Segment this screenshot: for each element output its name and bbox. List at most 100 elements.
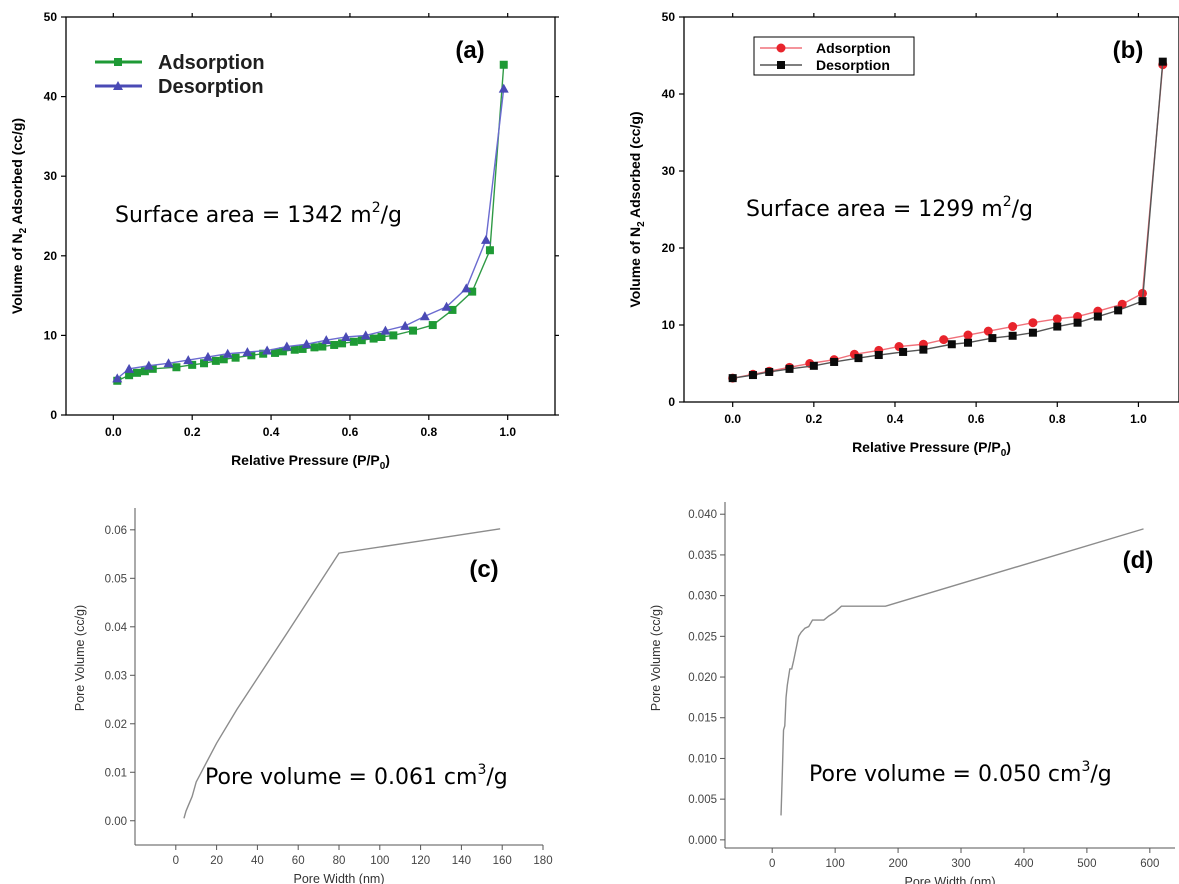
data-point-adsorption xyxy=(140,367,149,376)
data-point-desorption xyxy=(1028,328,1037,337)
data-point-desorption xyxy=(988,334,997,343)
data-point-desorption xyxy=(262,345,273,355)
isotherm-chart-b: 0.0 0.2 0.4 0.6 0.8 1.0 0 10 20 30 40 50 Relative Pr… xyxy=(590,0,1179,480)
data-point-desorption xyxy=(728,374,737,383)
y-tick-label: 0.06 xyxy=(105,525,127,537)
y-tick-label: 20 xyxy=(44,249,58,263)
y-tick-label: 0.05 xyxy=(105,573,127,585)
x-tick-label: 160 xyxy=(493,855,512,867)
y-tick-label: 0.010 xyxy=(688,753,717,765)
data-point-desorption xyxy=(899,347,908,356)
data-point-desorption xyxy=(1073,318,1082,327)
pore-volume-curve xyxy=(183,528,501,819)
data-point-desorption xyxy=(964,338,973,347)
y-tick-label: 50 xyxy=(44,10,58,24)
data-point-adsorption xyxy=(1008,322,1018,332)
y-axis-label: Pore Volume (cc/g) xyxy=(649,605,663,711)
data-point-adsorption xyxy=(132,368,141,377)
data-point-adsorption xyxy=(172,363,181,372)
x-tick-label: 120 xyxy=(411,855,430,867)
data-point-desorption xyxy=(1053,322,1062,331)
data-point-desorption xyxy=(1138,297,1147,306)
y-tick-label: 0 xyxy=(668,395,675,409)
isotherm-chart-a-svg: 0.0 0.2 0.4 0.6 0.8 1.0 0 10 20 30 40 50 Relative Pr… xyxy=(9,10,559,472)
data-point-desorption xyxy=(301,339,312,349)
data-point-desorption xyxy=(400,320,411,330)
y-tick-label: 0 xyxy=(50,408,57,422)
data-point-adsorption xyxy=(485,246,494,255)
x-tick-label: 1.0 xyxy=(1130,412,1147,426)
data-point-desorption xyxy=(480,234,491,244)
x-tick-label: 60 xyxy=(292,855,305,867)
x-tick-label: 80 xyxy=(333,855,346,867)
y-tick-label: 0.02 xyxy=(105,719,127,731)
data-point-adsorption xyxy=(278,347,287,356)
y-tick-label: 0.03 xyxy=(105,670,127,682)
pore-volume-annotation: Pore volume = 0.061 cm3/g xyxy=(205,762,508,790)
data-point-adsorption xyxy=(377,332,386,341)
data-point-adsorption xyxy=(389,331,398,340)
data-point-adsorption xyxy=(290,345,299,354)
y-tick-label: 0.020 xyxy=(688,672,717,684)
data-point-adsorption xyxy=(219,355,228,364)
y-tick-label: 0.01 xyxy=(105,767,127,779)
pore-volume-chart-c-svg: 0 20 40 60 80 100 120 140 160 180 0.00 0.01 0.02 0.03… xyxy=(73,508,553,884)
y-tick-label: 0.005 xyxy=(688,794,717,806)
data-point-desorption xyxy=(1158,57,1167,66)
data-point-desorption xyxy=(222,348,233,358)
y-axis-label: Volume of N2 Adsorbed (cc/g) xyxy=(627,111,647,307)
x-axis-label: Pore Width (nm) xyxy=(294,872,385,884)
x-tick-label: 500 xyxy=(1077,858,1096,870)
y-tick-label: 0.030 xyxy=(688,591,717,603)
x-tick-label: 20 xyxy=(210,855,223,867)
data-point-desorption xyxy=(143,360,154,370)
data-point-desorption xyxy=(281,341,292,351)
y-tick-label: 0.04 xyxy=(105,622,128,634)
data-point-desorption xyxy=(183,355,194,365)
data-point-adsorption xyxy=(349,337,358,346)
y-tick-label: 10 xyxy=(662,318,676,332)
x-tick-label: 0.6 xyxy=(342,425,359,439)
x-tick-label: 600 xyxy=(1140,858,1159,870)
x-tick-label: 40 xyxy=(251,855,264,867)
data-point-desorption xyxy=(163,358,174,368)
data-point-adsorption xyxy=(318,342,327,351)
data-point-desorption xyxy=(321,335,332,345)
x-tick-label: 0 xyxy=(173,855,179,867)
pore-volume-chart-d-svg: 0 100 200 300 400 500 600 0.000 0.005 0.010 0.015 0… xyxy=(649,502,1175,884)
legend-marker-desorption xyxy=(777,61,785,69)
data-point-adsorption xyxy=(188,360,197,369)
x-tick-label: 180 xyxy=(533,855,552,867)
data-point-desorption xyxy=(785,364,794,373)
legend-label-adsorption: Adsorption xyxy=(816,40,891,56)
data-point-adsorption xyxy=(499,60,508,69)
x-tick-label: 300 xyxy=(951,858,970,870)
x-tick-label: 100 xyxy=(826,858,845,870)
y-tick-label: 0.00 xyxy=(105,816,127,828)
data-point-adsorption xyxy=(1028,318,1038,328)
data-point-adsorption xyxy=(1052,314,1062,324)
pore-volume-annotation: Pore volume = 0.050 cm3/g xyxy=(809,759,1112,787)
y-tick-label: 50 xyxy=(662,10,676,24)
series-line-desorption xyxy=(116,88,505,379)
panel-letter: (c) xyxy=(469,556,498,583)
x-tick-label: 1.0 xyxy=(499,425,516,439)
y-tick-label: 10 xyxy=(44,328,58,342)
data-point-desorption xyxy=(874,351,883,360)
data-point-desorption xyxy=(360,330,371,340)
y-tick-label: 30 xyxy=(44,169,58,183)
plot-frame xyxy=(683,16,1179,403)
data-point-desorption xyxy=(947,340,956,349)
legend-marker-adsorption xyxy=(776,43,786,53)
data-point-desorption xyxy=(380,325,391,335)
data-point-desorption xyxy=(748,371,757,380)
x-tick-label: 0.2 xyxy=(805,412,822,426)
data-point-adsorption xyxy=(125,371,134,380)
data-point-adsorption xyxy=(211,356,220,365)
pore-volume-chart-c: 0 20 40 60 80 100 120 140 160 180 0.00 0.01 0.02 0.03… xyxy=(0,480,590,884)
data-point-desorption xyxy=(919,345,928,354)
data-point-adsorption xyxy=(448,305,457,314)
y-tick-label: 0.000 xyxy=(688,835,717,847)
data-point-desorption xyxy=(854,354,863,363)
isotherm-chart-b-svg: 0.0 0.2 0.4 0.6 0.8 1.0 0 10 20 30 40 50 Relative Pr… xyxy=(627,10,1179,459)
